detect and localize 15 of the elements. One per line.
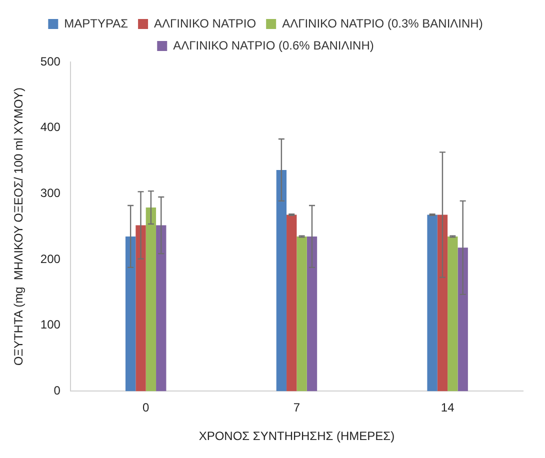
y-axis-title: ΟΞΥΤΗΤΑ (mg ΜΗΛΙΚΟΥ ΟΞΕΟΣ/ 100 ml ΧΥΜΟΥ) [12, 88, 26, 366]
legend-label: ΑΛΓΙΝΙΚΟ ΝΑΤΡΙΟ (0.6% ΒΑΝΙΛΙΝΗ) [173, 38, 374, 52]
legend-label: ΜΑΡΤΥΡΑΣ [64, 16, 128, 30]
y-tick-label: 100 [40, 318, 61, 332]
x-tick-label: 7 [293, 400, 300, 415]
y-tick-label: 500 [40, 54, 61, 68]
x-axis-title: ΧΡΟΝΟΣ ΣΥΝΤΗΡΗΣΗΣ (ΗΜΕΡΕΣ) [198, 429, 395, 444]
x-tick-label: 14 [440, 400, 455, 415]
legend-label: ΑΛΓΙΝΙΚΟ ΝΑΤΡΙΟ (0.3% ΒΑΝΙΛΙΝΗ) [282, 16, 483, 30]
y-tick-label: 0 [54, 384, 61, 398]
x-tick-label: 0 [142, 400, 150, 415]
legend-label: ΑΛΓΙΝΙΚΟ ΝΑΤΡΙΟ [154, 16, 256, 30]
y-tick-label: 200 [40, 252, 61, 266]
y-tick-label: 400 [40, 120, 61, 134]
y-tick-label: 300 [40, 186, 61, 200]
